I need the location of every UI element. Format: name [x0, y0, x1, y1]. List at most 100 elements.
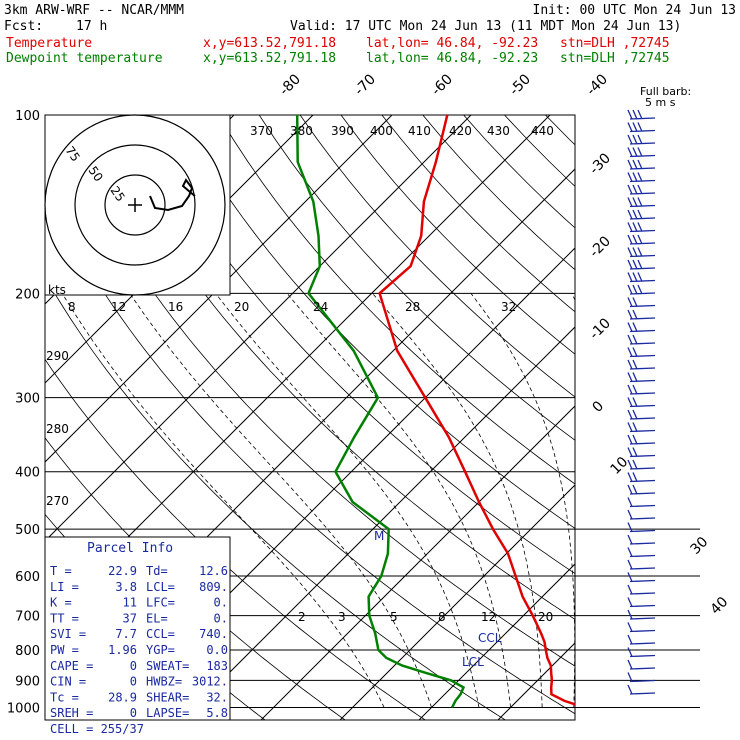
- wind-barb: [627, 122, 656, 133]
- pressure-label-300: 300: [15, 392, 40, 407]
- hodograph-ring: [104, 174, 166, 236]
- theta-label: 440: [531, 124, 554, 138]
- wind-barb: [627, 434, 656, 445]
- parcel-value: 0.0: [206, 643, 228, 657]
- parcel-key: SWEAT=: [146, 659, 189, 673]
- fcst-value: 17 h: [76, 19, 108, 34]
- plot-frame: [44, 114, 576, 721]
- parcel-key: Tc =: [50, 690, 79, 704]
- annotation-ccl: CCL: [478, 631, 502, 645]
- wind-barb: [627, 634, 656, 645]
- isotherm-label: -80: [277, 71, 304, 98]
- isotherm-label: -70: [352, 71, 379, 98]
- temperature-legend-latlon: lat,lon= 46.84, -92.23: [366, 36, 539, 51]
- hodograph-ring: [74, 144, 196, 266]
- parcel-value: 11: [123, 596, 137, 610]
- mixing-ratio-label: 32: [501, 300, 516, 314]
- wind-barb: [627, 284, 656, 295]
- isotherm: [577, 115, 740, 720]
- wind-barb: [627, 234, 656, 245]
- parcel-value: 22.9: [108, 564, 137, 578]
- isotherm-label: 0: [590, 398, 608, 416]
- mixing-ratio-label: 3: [338, 610, 346, 624]
- pressure-label-700: 700: [15, 610, 40, 625]
- pressure-label-600: 600: [15, 570, 40, 585]
- parcel-key: LI =: [50, 580, 79, 594]
- wind-barb: [627, 497, 656, 508]
- mixing-ratio-label: 20: [234, 300, 249, 314]
- wind-barb: [627, 584, 656, 595]
- wind-barb: [627, 372, 656, 383]
- dry-adiabat: [177, 115, 575, 529]
- parcel-cell: CELL = 255/37: [50, 722, 144, 736]
- parcel-value: 0.: [214, 611, 228, 625]
- wind-barb: [627, 134, 656, 145]
- wind-barb: [627, 309, 656, 320]
- wind-barb: [627, 559, 656, 570]
- pressure-label-400: 400: [15, 466, 40, 481]
- wind-barb: [627, 359, 656, 370]
- parcel-key: HWBZ=: [146, 675, 182, 689]
- isotherm-label: 30: [688, 534, 712, 558]
- wind-barb-subtitle: 5 m s: [645, 96, 676, 109]
- wind-barb: [627, 534, 656, 545]
- dry-adiabat: [258, 115, 575, 441]
- wind-barb: [627, 409, 656, 420]
- isotherm: [181, 326, 575, 720]
- parcel-value: 183: [206, 659, 228, 673]
- wind-barb: [627, 322, 656, 333]
- wind-barb: [627, 672, 656, 683]
- parcel-key: SHEAR=: [146, 690, 189, 704]
- parcel-value: 37: [123, 611, 137, 625]
- parcel-key: PW =: [50, 643, 79, 657]
- theta-label: 420: [449, 124, 472, 138]
- dry-adiabat: [299, 115, 575, 398]
- dry-adiabat: [381, 115, 575, 313]
- dry-adiabat: [668, 115, 740, 720]
- dry-adiabat: [422, 115, 575, 271]
- parcel-value: 3012.: [192, 675, 228, 689]
- isotherm: [45, 115, 393, 463]
- theta-label: 280: [46, 422, 69, 436]
- wind-barb: [627, 159, 656, 170]
- isotherm: [497, 642, 575, 720]
- theta-label: 290: [46, 349, 69, 363]
- parcel-key: Td=: [146, 564, 168, 578]
- parcel-key: EL=: [146, 611, 168, 625]
- mixing-ratio-label: 24: [313, 300, 328, 314]
- dry-adiabat: [95, 115, 575, 620]
- parcel-value: 0: [130, 675, 137, 689]
- dry-adiabat: [217, 115, 575, 485]
- mixing-ratio-label: 8: [68, 300, 76, 314]
- parcel-key: CCL=: [146, 627, 175, 641]
- theta-label: 400: [370, 124, 393, 138]
- wind-barb: [627, 547, 656, 558]
- theta-label: 410: [408, 124, 431, 138]
- wind-barb: [627, 684, 656, 695]
- wind-barb: [627, 472, 656, 483]
- parcel-key: YGP=: [146, 643, 175, 657]
- pressure-label-1000: 1000: [7, 701, 40, 716]
- theta-label: 270: [46, 494, 69, 508]
- isotherm: [656, 115, 740, 720]
- parcel-key: SVI =: [50, 627, 86, 641]
- isotherm-label: 10: [608, 454, 632, 478]
- parcel-key: LCL=: [146, 580, 175, 594]
- wind-barb: [627, 447, 656, 458]
- pressure-label-900: 900: [15, 674, 40, 689]
- dry-adiabat: [463, 115, 575, 229]
- dry-adiabat: [136, 115, 575, 574]
- wind-barb: [627, 647, 656, 658]
- dewpoint-legend-xy: x,y=613.52,791.18: [203, 51, 337, 66]
- parcel-key: K =: [50, 596, 72, 610]
- parcel-value: 0: [130, 706, 137, 720]
- temperature-profile: [378, 115, 575, 706]
- temperature-legend-stn: stn=DLH ,72745: [560, 36, 670, 51]
- mixing-ratio-label: 12: [481, 610, 496, 624]
- hodograph-trace: [149, 178, 196, 212]
- parcel-value: 809.: [199, 580, 228, 594]
- wind-barb: [627, 334, 656, 345]
- parcel-value: 12.6: [199, 564, 228, 578]
- wind-barb: [627, 622, 656, 633]
